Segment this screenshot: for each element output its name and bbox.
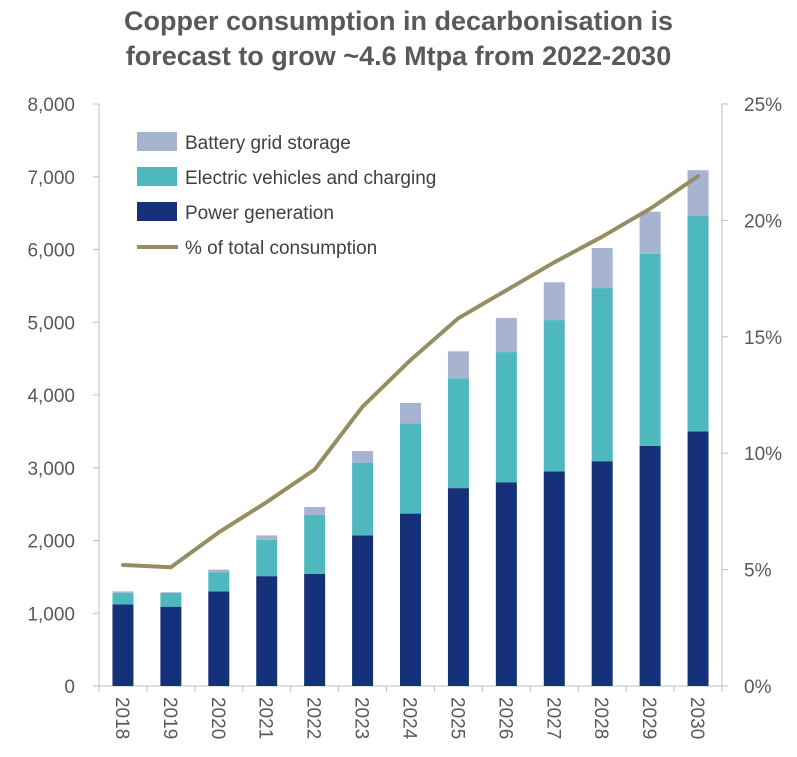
bar-segment (543, 320, 565, 472)
x-tick-label: 2026 (494, 697, 515, 739)
chart-title: Copper consumption in decarbonisation is… (0, 4, 797, 74)
left-tick-label: 1,000 (27, 604, 75, 625)
left-tick-label: 8,000 (27, 95, 75, 116)
x-tick-label: 2028 (590, 697, 611, 739)
bar-segment (304, 507, 326, 516)
bar-segment (112, 591, 134, 593)
bar-segment (400, 423, 421, 514)
x-tick-label: 2023 (351, 697, 372, 739)
bar-segment (447, 378, 469, 489)
bar-segment (352, 462, 374, 536)
bar-segment (495, 352, 517, 483)
bar-segment (400, 513, 421, 686)
bar-segment (256, 535, 278, 540)
left-tick-label: 7,000 (27, 168, 75, 189)
bar-segment (687, 431, 709, 686)
legend: Battery grid storage Electric vehicles an… (137, 132, 436, 259)
right-tick-label: 5% (744, 561, 772, 582)
bar-segment (591, 288, 613, 462)
left-tick-label: 3,000 (27, 459, 75, 480)
left-tick-label: 6,000 (27, 241, 75, 262)
axes: 0 1,000 2,000 3,000 4,000 5,000 6,000 7,000 8,00… (27, 95, 782, 740)
legend-label: Electric vehicles and charging (185, 168, 436, 189)
chart-title-line-1: Copper consumption in decarbonisation is (123, 6, 674, 36)
x-tick-label: 2018 (111, 697, 132, 739)
bar-segment (208, 569, 230, 573)
bar-segment (639, 445, 661, 686)
bar-segment (639, 253, 661, 446)
left-tick-label: 2,000 (27, 532, 75, 553)
legend-swatch (137, 132, 177, 151)
bar-segment (591, 248, 613, 289)
bar-segment (495, 482, 517, 686)
legend-label: % of total consumption (185, 238, 377, 259)
bar-segment (400, 403, 421, 424)
bar-segment (687, 216, 709, 432)
bar-segment (591, 461, 613, 686)
legend-label: Power generation (185, 203, 334, 224)
percent-line (120, 174, 701, 570)
bar-segment (447, 488, 469, 686)
left-tick-label: 5,000 (27, 313, 75, 334)
x-tick-label: 2027 (542, 697, 563, 739)
legend-label: Battery grid storage (185, 133, 351, 154)
bar-segment (495, 317, 517, 353)
bar-segment (543, 282, 565, 321)
chart-title-line-2: forecast to grow ~4.6 Mtpa from 2022-203… (125, 41, 672, 71)
bar-segment (639, 211, 661, 254)
right-tick-label: 15% (744, 328, 782, 349)
x-tick-label: 2019 (159, 697, 180, 739)
right-tick-label: 0% (744, 677, 772, 698)
x-tick-label: 2030 (686, 697, 707, 739)
bar-segment (352, 451, 374, 463)
bar-segment (160, 606, 182, 686)
legend-swatch (137, 202, 177, 221)
bar-segment (208, 591, 230, 686)
bar-segment (112, 604, 134, 686)
bar-segment (160, 592, 182, 593)
right-tick-label: 25% (744, 95, 782, 116)
bar-segment (208, 572, 230, 592)
bar-segment (304, 573, 326, 686)
right-tick-label: 10% (744, 444, 782, 465)
x-tick-label: 2021 (255, 697, 276, 739)
bar-segment (543, 471, 565, 686)
bar-segment (304, 515, 326, 574)
left-tick-label: 0 (64, 677, 75, 698)
bar-segment (112, 592, 134, 605)
x-tick-label: 2022 (303, 697, 324, 739)
bar-segment (447, 351, 469, 379)
bar-segment (256, 576, 278, 686)
legend-swatch (137, 167, 177, 186)
left-tick-label: 4,000 (27, 386, 75, 407)
bar-segment (352, 535, 374, 686)
x-tick-label: 2025 (446, 697, 467, 739)
x-tick-label: 2024 (399, 697, 420, 740)
right-tick-label: 20% (744, 211, 782, 232)
bar-segment (160, 592, 182, 607)
bar-segment (256, 539, 278, 577)
x-tick-label: 2029 (638, 697, 659, 739)
x-tick-label: 2020 (207, 697, 228, 739)
